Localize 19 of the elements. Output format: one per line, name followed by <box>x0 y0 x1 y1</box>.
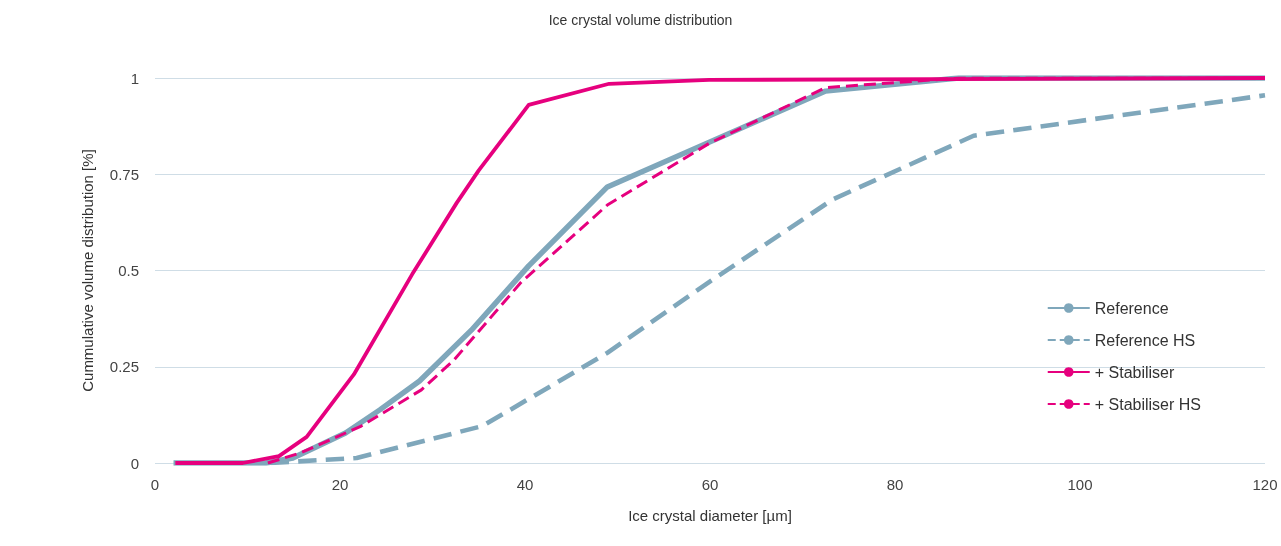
x-tick-label: 0 <box>150 476 160 493</box>
y-tick-label: 0.5 <box>118 262 139 279</box>
x-tick-label: 20 <box>331 476 349 493</box>
y-tick-label: 1 <box>130 69 139 87</box>
x-tick-label: 80 <box>886 476 904 493</box>
y-tick-label: 0 <box>130 454 139 472</box>
legend-label: + Stabiliser <box>1094 363 1175 381</box>
x-tick-label: 40 <box>516 476 534 493</box>
x-tick-label: 100 <box>1067 476 1093 493</box>
chart-title: Ice crystal volume distribution <box>548 12 733 28</box>
legend-label: Reference <box>1094 299 1169 317</box>
y-tick-label: 0.75 <box>109 165 139 183</box>
legend-label: + Stabiliser HS <box>1094 395 1201 413</box>
y-tick-label: 0.25 <box>109 358 139 376</box>
x-tick-label: 120 <box>1252 476 1278 493</box>
x-tick-label: 60 <box>701 476 719 493</box>
x-axis-title: Ice crystal diameter [µm] <box>628 507 792 524</box>
y-axis-title: Cummulative volume distribution [%] <box>79 149 96 392</box>
legend-label: Reference HS <box>1094 331 1196 349</box>
